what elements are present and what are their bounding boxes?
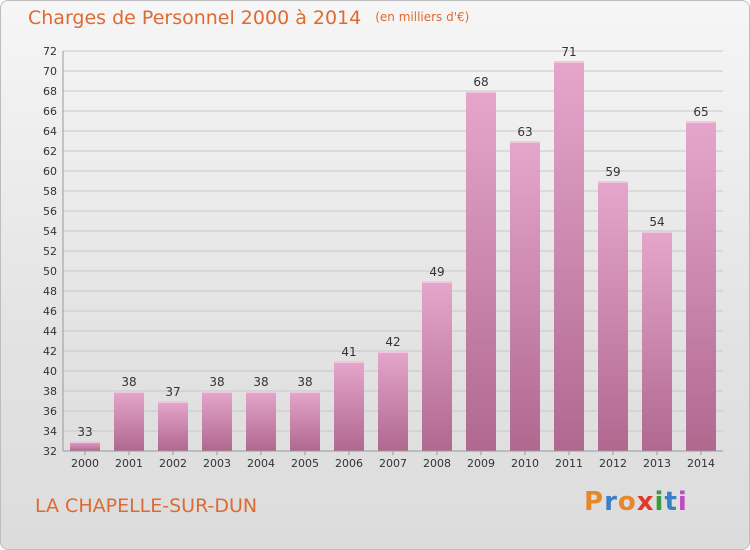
bar-top-edge: [686, 121, 716, 123]
bar-top-edge: [202, 391, 232, 393]
x-tick-label: 2001: [115, 457, 143, 470]
x-tick-label: 2004: [247, 457, 275, 470]
y-tick-label: 60: [43, 165, 57, 178]
title-row: Charges de Personnel 2000 à 2014 (en mill…: [28, 7, 469, 29]
bar[interactable]: [202, 391, 232, 451]
y-tick-label: 38: [43, 385, 57, 398]
x-tick-label: 2003: [203, 457, 231, 470]
bar[interactable]: [246, 391, 276, 451]
y-tick-label: 48: [43, 285, 57, 298]
data-label: 41: [341, 345, 356, 359]
y-tick-label: 58: [43, 185, 57, 198]
y-tick-label: 32: [43, 445, 57, 458]
bar-top-edge: [378, 351, 408, 353]
logo-letter: i: [677, 487, 688, 517]
bar-top-edge: [114, 391, 144, 393]
bar[interactable]: [378, 351, 408, 451]
bar-top-edge: [246, 391, 276, 393]
x-tick-label: 2000: [71, 457, 99, 470]
y-tick-label: 66: [43, 105, 57, 118]
bar-top-edge: [510, 141, 540, 143]
y-tick-label: 34: [43, 425, 57, 438]
data-label: 33: [77, 425, 92, 439]
bar[interactable]: [158, 401, 188, 451]
data-label: 71: [561, 45, 576, 59]
logo-letter: r: [604, 487, 618, 517]
data-label: 65: [693, 105, 708, 119]
bar[interactable]: [554, 61, 584, 451]
y-tick-label: 40: [43, 365, 57, 378]
logo-letter: o: [617, 487, 637, 517]
x-tick-label: 2012: [599, 457, 627, 470]
x-tick-label: 2014: [687, 457, 715, 470]
bar-top-edge: [554, 61, 584, 63]
bar[interactable]: [466, 91, 496, 451]
y-tick-label: 62: [43, 145, 57, 158]
bar-top-edge: [290, 391, 320, 393]
data-label: 38: [253, 375, 268, 389]
data-label: 42: [385, 335, 400, 349]
data-label: 37: [165, 385, 180, 399]
data-label: 54: [649, 215, 664, 229]
y-tick-label: 68: [43, 85, 57, 98]
y-tick-label: 54: [43, 225, 57, 238]
y-tick-label: 70: [43, 65, 57, 78]
x-tick-label: 2007: [379, 457, 407, 470]
y-tick-label: 42: [43, 345, 57, 358]
data-label: 63: [517, 125, 532, 139]
bar-top-edge: [466, 91, 496, 93]
proxiti-logo[interactable]: Proxiti: [584, 487, 688, 517]
commune-name: LA CHAPELLE-SUR-DUN: [35, 495, 258, 517]
axes: 32 34 36 38 40 42 44 46 48 50 52 54 56 58 60 62 64 66 68 70…: [43, 45, 723, 470]
logo-letter: x: [636, 487, 655, 517]
x-tick-label: 2010: [511, 457, 539, 470]
bar-top-edge: [334, 361, 364, 363]
data-label: 38: [297, 375, 312, 389]
x-tick-label: 2002: [159, 457, 187, 470]
data-label: 68: [473, 75, 488, 89]
y-tick-label: 46: [43, 305, 57, 318]
x-tick-label: 2006: [335, 457, 363, 470]
chart-subtitle: (en milliers d'€): [375, 10, 470, 24]
x-tick-label: 2005: [291, 457, 319, 470]
y-tick-label: 36: [43, 405, 57, 418]
bar[interactable]: [510, 141, 540, 451]
bars: 33 38 37 38 38 38 41 42 49 68 63 71 59 54 65: [70, 45, 716, 451]
bar[interactable]: [686, 121, 716, 451]
y-tick-label: 64: [43, 125, 57, 138]
data-label: 38: [121, 375, 136, 389]
bar-top-edge: [158, 401, 188, 403]
bar[interactable]: [70, 441, 100, 451]
bar[interactable]: [114, 391, 144, 451]
logo-letter: P: [584, 487, 605, 517]
bar[interactable]: [290, 391, 320, 451]
y-tick-label: 44: [43, 325, 57, 338]
bar-top-edge: [598, 181, 628, 183]
y-tick-label: 72: [43, 45, 57, 58]
x-tick-label: 2011: [555, 457, 583, 470]
bar[interactable]: [334, 361, 364, 451]
bar-top-edge: [422, 281, 452, 283]
y-tick-label: 50: [43, 265, 57, 278]
y-tick-label: 56: [43, 205, 57, 218]
bar[interactable]: [642, 231, 672, 451]
y-tick-label: 52: [43, 245, 57, 258]
x-tick-label: 2008: [423, 457, 451, 470]
chart-title: Charges de Personnel 2000 à 2014: [28, 7, 362, 29]
bar-top-edge: [70, 441, 100, 443]
x-tick-label: 2013: [643, 457, 671, 470]
data-label: 59: [605, 165, 620, 179]
bar[interactable]: [422, 281, 452, 451]
data-label: 49: [429, 265, 444, 279]
logo-letter: i: [654, 487, 665, 517]
x-tick-label: 2009: [467, 457, 495, 470]
bar-top-edge: [642, 231, 672, 233]
bar[interactable]: [598, 181, 628, 451]
data-label: 38: [209, 375, 224, 389]
logo-letter: t: [664, 487, 678, 517]
